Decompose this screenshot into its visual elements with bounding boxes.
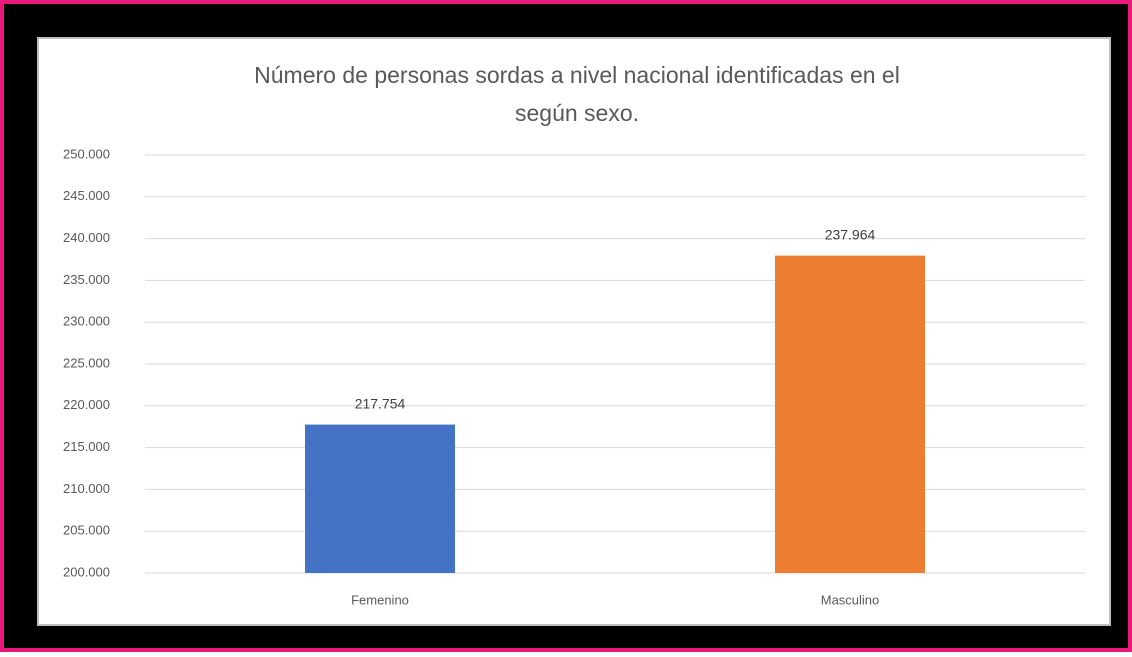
- y-tick-label: 235.000: [63, 272, 110, 287]
- y-tick-label: 210.000: [63, 481, 110, 496]
- y-tick-label: 230.000: [63, 314, 110, 329]
- x-tick-label: Femenino: [351, 592, 409, 607]
- bar: [775, 255, 925, 573]
- y-tick-label: 245.000: [63, 188, 110, 203]
- y-tick-label: 240.000: [63, 230, 110, 245]
- value-label: 217.754: [355, 395, 406, 411]
- chart-title: Número de personas sordas a nivel nacion…: [254, 62, 900, 88]
- y-tick-label: 225.000: [63, 355, 110, 370]
- y-tick-label: 215.000: [63, 439, 110, 454]
- y-tick-label: 200.000: [63, 564, 110, 579]
- x-tick-label: Masculino: [821, 592, 880, 607]
- chart-title: según sexo.: [515, 100, 639, 126]
- chart-area: [37, 37, 1111, 626]
- y-tick-label: 205.000: [63, 523, 110, 538]
- y-tick-label: 220.000: [63, 397, 110, 412]
- y-tick-label: 250.000: [63, 146, 110, 161]
- bar: [305, 424, 455, 573]
- value-label: 237.964: [825, 226, 876, 242]
